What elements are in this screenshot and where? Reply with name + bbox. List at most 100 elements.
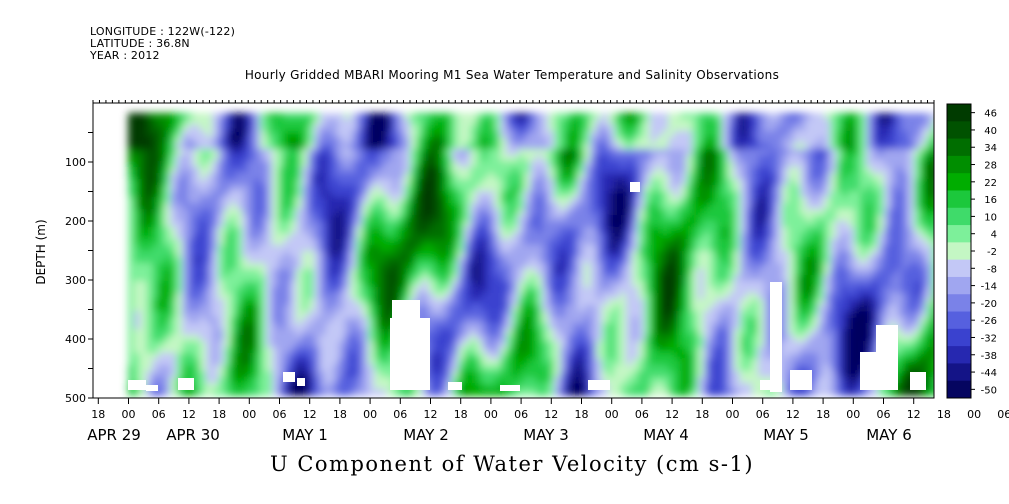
heatmap-cell	[254, 179, 261, 186]
heatmap-cell	[458, 311, 465, 318]
heatmap-cell	[590, 191, 597, 198]
heatmap-cell	[338, 281, 345, 288]
heatmap-cell	[578, 377, 585, 384]
heatmap-cell	[254, 359, 261, 366]
heatmap-cell	[758, 365, 765, 372]
heatmap-cell	[200, 251, 207, 258]
heatmap-cell	[680, 293, 687, 300]
heatmap-cell	[602, 287, 609, 294]
heatmap-cell	[272, 251, 279, 258]
heatmap-cell	[170, 335, 177, 342]
heatmap-cell	[296, 311, 303, 318]
heatmap-cell	[458, 173, 465, 180]
heatmap-cell	[638, 353, 645, 360]
heatmap-cell	[644, 197, 651, 204]
heatmap-cell	[740, 263, 747, 270]
heatmap-cell	[278, 335, 285, 342]
heatmap-cell	[440, 221, 447, 228]
heatmap-cell	[224, 311, 231, 318]
heatmap-cell	[428, 119, 435, 126]
heatmap-cell	[362, 287, 369, 294]
heatmap-cell	[560, 131, 567, 138]
heatmap-cell	[296, 365, 303, 372]
heatmap-cell	[728, 389, 735, 396]
heatmap-cell	[590, 329, 597, 336]
heatmap-cell	[422, 149, 429, 156]
heatmap-cell	[530, 125, 537, 132]
heatmap-cell	[218, 149, 225, 156]
heatmap-cell	[386, 137, 393, 144]
heatmap-cell	[440, 377, 447, 384]
heatmap-cell	[614, 323, 621, 330]
heatmap-cell	[500, 257, 507, 264]
heatmap-cell	[752, 251, 759, 258]
heatmap-cell	[590, 137, 597, 144]
heatmap-cell	[428, 359, 435, 366]
heatmap-cell	[614, 167, 621, 174]
heatmap-cell	[170, 167, 177, 174]
heatmap-cell	[320, 137, 327, 144]
heatmap-cell	[320, 365, 327, 372]
heatmap-cell	[338, 233, 345, 240]
heatmap-cell	[674, 185, 681, 192]
heatmap-cell	[212, 161, 219, 168]
heatmap-cell	[242, 353, 249, 360]
heatmap-cell	[224, 161, 231, 168]
heatmap-cell	[494, 143, 501, 150]
heatmap-cell	[458, 317, 465, 324]
heatmap-cell	[152, 125, 159, 132]
heatmap-cell	[278, 125, 285, 132]
heatmap-cell	[242, 335, 249, 342]
heatmap-cell	[170, 317, 177, 324]
heatmap-cell	[176, 329, 183, 336]
heatmap-cell	[224, 329, 231, 336]
heatmap-cell	[248, 383, 255, 390]
heatmap-cell	[566, 341, 573, 348]
heatmap-cell	[260, 293, 267, 300]
heatmap-cell	[350, 335, 357, 342]
heatmap-cell	[608, 191, 615, 198]
heatmap-cell	[512, 119, 519, 126]
heatmap-cell	[482, 125, 489, 132]
heatmap-cell	[650, 221, 657, 228]
heatmap-cell	[428, 143, 435, 150]
heatmap-cell	[722, 131, 729, 138]
heatmap-cell	[140, 365, 147, 372]
heatmap-cell	[566, 245, 573, 252]
heatmap-cell	[152, 269, 159, 276]
heatmap-cell	[188, 371, 195, 378]
heatmap-cell	[230, 269, 237, 276]
heatmap-cell	[464, 263, 471, 270]
heatmap-cell	[560, 323, 567, 330]
heatmap-cell	[236, 239, 243, 246]
heatmap-cell	[656, 281, 663, 288]
heatmap-cell	[152, 299, 159, 306]
heatmap-cell	[716, 353, 723, 360]
heatmap-cell	[362, 281, 369, 288]
heatmap-cell	[530, 305, 537, 312]
heatmap-cell	[728, 263, 735, 270]
heatmap-cell	[656, 131, 663, 138]
heatmap-cell	[542, 329, 549, 336]
heatmap-cell	[236, 185, 243, 192]
heatmap-cell	[230, 221, 237, 228]
heatmap-cell	[752, 365, 759, 372]
heatmap-cell	[716, 209, 723, 216]
heatmap-cell	[518, 131, 525, 138]
heatmap-cell	[380, 197, 387, 204]
heatmap-cell	[626, 383, 633, 390]
heatmap-cell	[584, 251, 591, 258]
heatmap-cell	[464, 371, 471, 378]
heatmap-cell	[578, 125, 585, 132]
heatmap-cell	[146, 257, 153, 264]
heatmap-cell	[134, 125, 141, 132]
heatmap-cell	[182, 239, 189, 246]
heatmap-cell	[128, 281, 135, 288]
heatmap-cell	[644, 371, 651, 378]
heatmap-cell	[164, 323, 171, 330]
heatmap-cell	[692, 167, 699, 174]
heatmap-cell	[326, 233, 333, 240]
heatmap-cell	[284, 281, 291, 288]
heatmap-cell	[368, 209, 375, 216]
heatmap-cell	[290, 155, 297, 162]
